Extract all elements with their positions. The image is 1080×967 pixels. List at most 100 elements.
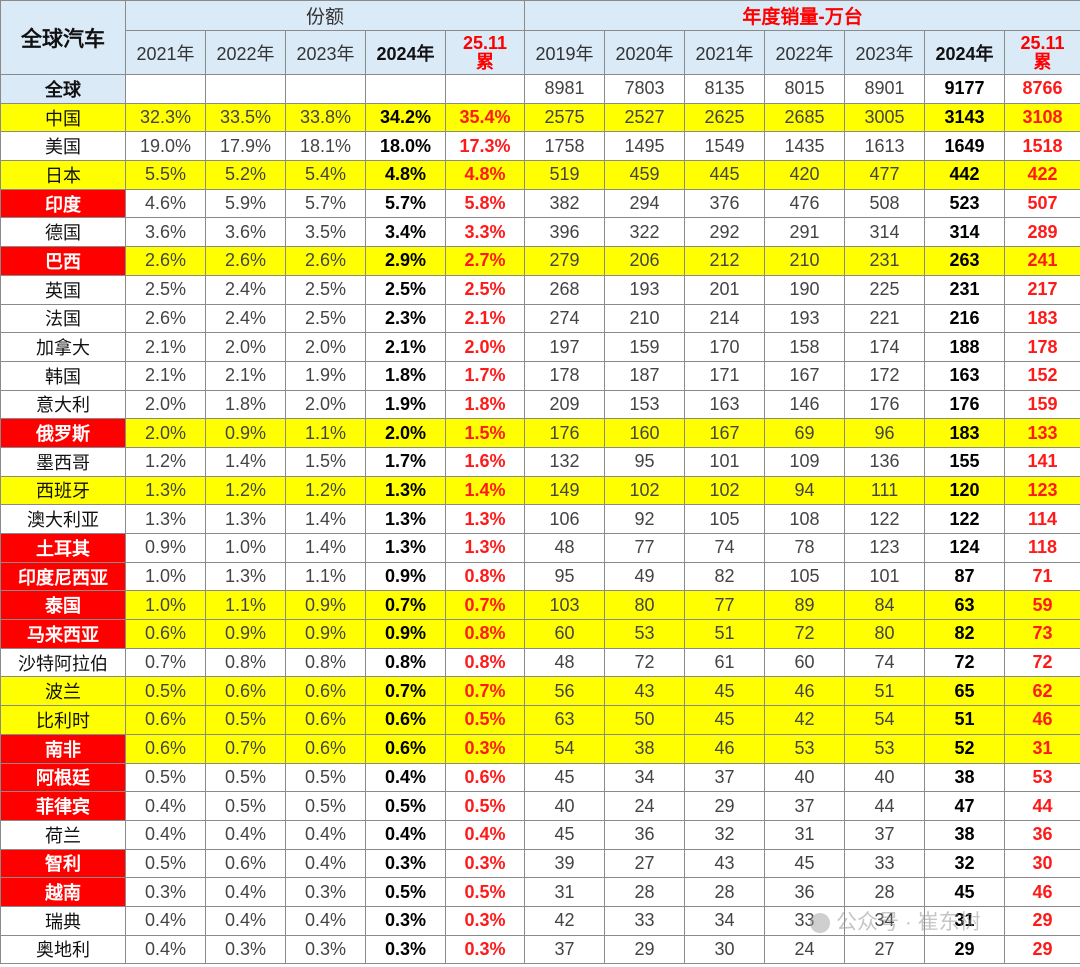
sales-cell: 141 xyxy=(1004,446,1080,477)
share-cell: 0.5% xyxy=(125,676,206,707)
sales-cell: 8981 xyxy=(524,74,606,104)
country-label: 波兰 xyxy=(0,676,126,707)
sales-cell: 477 xyxy=(844,160,926,190)
sales-cell: 193 xyxy=(604,274,686,305)
country-label: 奥地利 xyxy=(0,934,126,965)
share-cell: 1.3% xyxy=(444,504,526,534)
sales-cell: 32 xyxy=(924,848,1006,879)
sales-cell: 34 xyxy=(684,905,766,936)
share-cell: 1.3% xyxy=(125,475,206,506)
sales-cell: 72 xyxy=(604,647,686,678)
sales-cell: 102 xyxy=(604,475,686,506)
sales-cell: 78 xyxy=(764,533,846,563)
sales-cell: 314 xyxy=(844,217,926,248)
country-label: 西班牙 xyxy=(0,475,126,506)
share-cell: 0.4% xyxy=(125,934,206,965)
share-cell: 5.8% xyxy=(444,188,526,219)
share-cell: 0.7% xyxy=(444,676,526,707)
share-cell: 1.0% xyxy=(125,561,206,592)
share-cell: 0.6% xyxy=(125,733,206,764)
share-cell: 0.3% xyxy=(444,733,526,764)
share-cell: 0.9% xyxy=(285,619,366,649)
share-cell: 34.2% xyxy=(365,102,446,133)
sales-cell: 149 xyxy=(524,475,606,506)
share-cell: 0.4% xyxy=(125,905,206,936)
share-cell: 3.4% xyxy=(365,217,446,248)
sales-cell: 7803 xyxy=(604,74,686,104)
sales-cell: 38 xyxy=(924,819,1006,850)
share-cell: 2.6% xyxy=(205,246,286,276)
share-cell: 2.1% xyxy=(125,332,206,362)
table-row: 西班牙 1.3% 1.2% 1.2% 1.3% 1.4% 149 102 102 94 111 120… xyxy=(0,475,1080,506)
sales-cell: 62 xyxy=(1004,676,1080,707)
sales-cell: 53 xyxy=(844,733,926,764)
share-cell: 0.4% xyxy=(205,819,286,850)
sales-cell: 61 xyxy=(684,647,766,678)
sales-cell: 29 xyxy=(684,791,766,821)
sales-cell: 60 xyxy=(764,647,846,678)
share-cell: 0.3% xyxy=(444,848,526,879)
table-row: 巴西 2.6% 2.6% 2.6% 2.9% 2.7% 279 206 212 210 231 263… xyxy=(0,246,1080,276)
sales-cell: 54 xyxy=(844,705,926,735)
sales-cell: 49 xyxy=(604,561,686,592)
share-cell: 0.8% xyxy=(444,561,526,592)
sales-cell: 80 xyxy=(844,619,926,649)
share-year-header: 2021年 xyxy=(125,30,206,75)
share-cell: 0.7% xyxy=(125,647,206,678)
share-cell: 0.3% xyxy=(444,905,526,936)
share-cell: 0.4% xyxy=(125,791,206,821)
country-label: 比利时 xyxy=(0,705,126,735)
table-row: 泰国 1.0% 1.1% 0.9% 0.7% 0.7% 103 80 77 89 84 63 59 xyxy=(0,590,1080,621)
table-row: 马来西亚 0.6% 0.9% 0.9% 0.9% 0.8% 60 53 51 72 80 82 73 xyxy=(0,619,1080,649)
sales-cell: 31 xyxy=(1004,733,1080,764)
share-cell: 33.5% xyxy=(205,102,286,133)
share-cell: 5.2% xyxy=(205,160,286,190)
sales-cell: 56 xyxy=(524,676,606,707)
country-label: 全球 xyxy=(0,74,126,104)
sales-cell: 155 xyxy=(924,446,1006,477)
sales-cell: 216 xyxy=(924,303,1006,334)
sales-cell: 231 xyxy=(844,246,926,276)
sales-cell: 105 xyxy=(764,561,846,592)
sales-cell: 46 xyxy=(764,676,846,707)
sales-cell: 101 xyxy=(844,561,926,592)
share-cell: 2.5% xyxy=(444,274,526,305)
sales-cell: 188 xyxy=(924,332,1006,362)
country-label: 日本 xyxy=(0,160,126,190)
share-cell: 3.5% xyxy=(285,217,366,248)
sales-cell: 172 xyxy=(844,360,926,391)
sales-cell: 72 xyxy=(1004,647,1080,678)
country-label: 法国 xyxy=(0,303,126,334)
sales-cell: 291 xyxy=(764,217,846,248)
sales-cell: 114 xyxy=(1004,504,1080,534)
share-cell: 1.4% xyxy=(444,475,526,506)
table-row: 南非 0.6% 0.7% 0.6% 0.6% 0.3% 54 38 46 53 53 52 31 xyxy=(0,733,1080,764)
sales-cell: 176 xyxy=(524,418,606,448)
country-label: 英国 xyxy=(0,274,126,305)
share-cell: 5.7% xyxy=(365,188,446,219)
share-cell: 2.3% xyxy=(365,303,446,334)
sales-cell: 3108 xyxy=(1004,102,1080,133)
share-cell: 1.7% xyxy=(365,446,446,477)
sales-cell: 225 xyxy=(844,274,926,305)
share-cell: 1.5% xyxy=(285,446,366,477)
sales-cell: 241 xyxy=(1004,246,1080,276)
share-cell: 2.5% xyxy=(365,274,446,305)
table-row: 沙特阿拉伯 0.7% 0.8% 0.8% 0.8% 0.8% 48 72 61 60 74 72 72 xyxy=(0,647,1080,678)
share-cell: 0.6% xyxy=(285,705,366,735)
sales-cell: 508 xyxy=(844,188,926,219)
share-cell: 2.0% xyxy=(205,332,286,362)
sales-cell: 38 xyxy=(604,733,686,764)
country-label: 印度 xyxy=(0,188,126,219)
table-row: 英国 2.5% 2.4% 2.5% 2.5% 2.5% 268 193 201 190 225 231… xyxy=(0,274,1080,305)
sales-cell: 34 xyxy=(844,905,926,936)
sales-cell: 63 xyxy=(524,705,606,735)
share-cell: 3.6% xyxy=(205,217,286,248)
sales-cell: 51 xyxy=(684,619,766,649)
share-cell: 35.4% xyxy=(444,102,526,133)
share-cell: 0.9% xyxy=(205,619,286,649)
sales-cell: 209 xyxy=(524,389,606,420)
share-cell: 2.0% xyxy=(125,418,206,448)
sales-cell: 176 xyxy=(924,389,1006,420)
share-cell: 2.1% xyxy=(205,360,286,391)
